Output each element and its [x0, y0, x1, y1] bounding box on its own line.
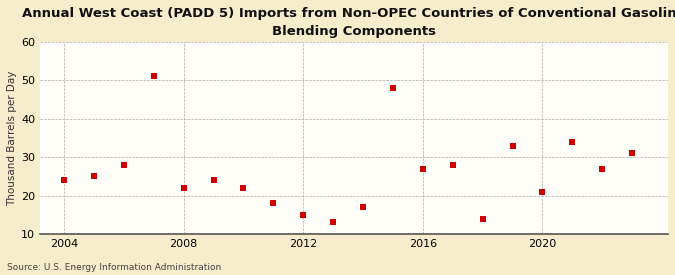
- Y-axis label: Thousand Barrels per Day: Thousand Barrels per Day: [7, 70, 17, 206]
- Point: [59, 178, 70, 182]
- Title: Annual West Coast (PADD 5) Imports from Non-OPEC Countries of Conventional Gasol: Annual West Coast (PADD 5) Imports from …: [22, 7, 675, 38]
- Point: [208, 178, 219, 182]
- Point: [477, 216, 488, 221]
- Point: [238, 186, 249, 190]
- Point: [537, 189, 548, 194]
- Point: [88, 174, 99, 178]
- Text: Source: U.S. Energy Information Administration: Source: U.S. Energy Information Administ…: [7, 263, 221, 272]
- Point: [507, 143, 518, 148]
- Point: [178, 186, 189, 190]
- Point: [358, 205, 369, 209]
- Point: [597, 166, 608, 171]
- Point: [328, 220, 339, 225]
- Point: [567, 139, 578, 144]
- Point: [148, 74, 159, 79]
- Point: [268, 201, 279, 205]
- Point: [298, 213, 308, 217]
- Point: [417, 166, 428, 171]
- Point: [118, 163, 129, 167]
- Point: [387, 86, 398, 90]
- Point: [448, 163, 458, 167]
- Point: [627, 151, 638, 155]
